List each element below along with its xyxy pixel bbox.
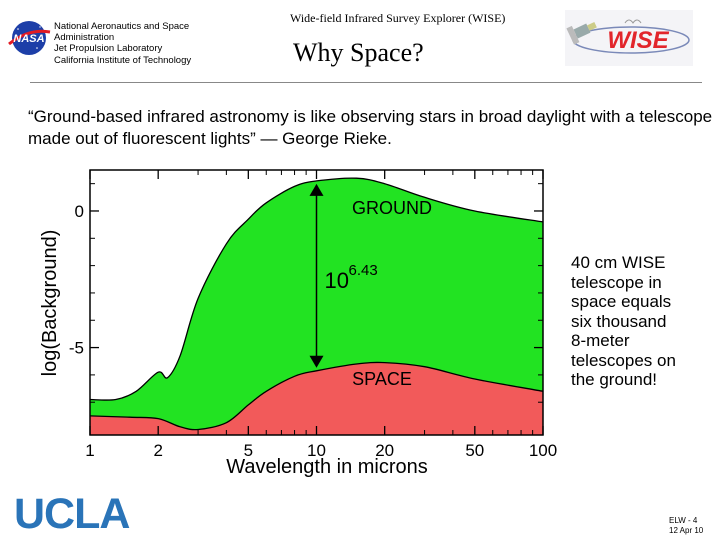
- note-line: space equals: [571, 292, 672, 311]
- header-divider: [30, 82, 702, 83]
- wise-logo: WISE: [565, 10, 693, 66]
- slide-date: 12 Apr 10: [669, 526, 704, 535]
- x-tick-label: 20: [375, 441, 394, 460]
- note-line: telescopes on: [571, 350, 676, 370]
- org-line: Administration: [54, 32, 115, 44]
- y-tick-label: -5: [69, 339, 84, 358]
- wise-logo-text: WISE: [607, 27, 669, 54]
- comparison-note: 40 cm WISE telescope in space equals six…: [571, 253, 676, 390]
- x-tick-label: 1: [85, 441, 94, 460]
- slide-id: ELW - 4: [669, 516, 698, 525]
- x-tick-label: 5: [244, 441, 253, 460]
- series-label-ground: GROUND: [352, 198, 432, 218]
- x-tick-label: 10: [307, 441, 326, 460]
- note-line: 40 cm WISE: [571, 253, 666, 272]
- series-label-space: SPACE: [352, 369, 412, 389]
- mission-title: Wide-field Infrared Survey Explorer (WIS…: [290, 11, 506, 25]
- y-tick-label: 0: [75, 202, 84, 221]
- axis-ticks: 1 2 5 10 20 50 100 0 -5: [69, 170, 557, 460]
- org-line: National Aeronautics and Space: [54, 21, 190, 32]
- nasa-logo: NASA: [8, 21, 51, 55]
- ucla-logo: UCLA: [14, 490, 130, 538]
- slide-title: Why Space?: [293, 38, 424, 67]
- x-tick-label: 100: [529, 441, 557, 460]
- space-area: [90, 362, 543, 435]
- y-axis-label: log(Background): [39, 230, 61, 377]
- x-tick-label: 50: [465, 441, 484, 460]
- space-line: [89, 361, 544, 431]
- annotation-exponent: 6.43: [349, 262, 378, 279]
- annotation-base: 10: [325, 268, 349, 293]
- note-line: telescope in: [571, 272, 662, 292]
- nasa-logo-text: NASA: [13, 33, 44, 45]
- ground-line: [89, 177, 544, 401]
- arrow-head-down: [309, 355, 324, 368]
- organization-block: National Aeronautics and Space Administr…: [54, 21, 191, 66]
- difference-arrow: 10 6.43: [309, 183, 378, 368]
- x-axis-label: Wavelength in microns: [226, 456, 428, 478]
- org-line: Jet Propulsion Laboratory: [54, 43, 163, 55]
- note-line: the ground!: [571, 370, 658, 389]
- rieke-quote: “Ground-based infrared astronomy is like…: [28, 107, 713, 148]
- x-tick-label: 2: [153, 441, 162, 460]
- footer: ELW - 4 12 Apr 10: [669, 516, 703, 536]
- org-line: California Institute of Technology: [54, 54, 192, 66]
- note-line: 8-meter: [571, 331, 630, 350]
- note-line: six thousand: [571, 311, 667, 331]
- arrow-head-up: [309, 183, 324, 196]
